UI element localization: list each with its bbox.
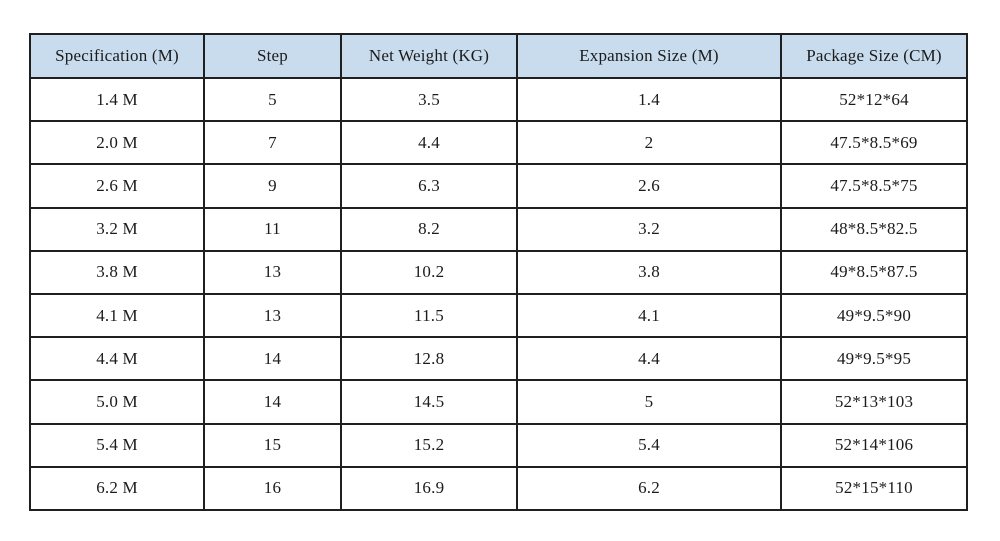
- table-cell: 3.8: [516, 249, 782, 295]
- table-cell: 52*12*64: [780, 76, 968, 123]
- table-cell: 8.2: [340, 206, 518, 252]
- table-row: 1.4 M 5 3.5 1.4 52*12*64: [29, 76, 968, 123]
- table-cell: 5.4: [516, 422, 782, 468]
- table-cell: 5: [203, 76, 342, 123]
- table-cell: 5.4 M: [29, 422, 205, 468]
- table-cell: 6.2: [516, 465, 782, 512]
- table-header: Specification (M) Step Net Weight (KG) E…: [29, 33, 968, 79]
- table-cell: 11: [203, 206, 342, 252]
- table-cell: 4.4: [516, 336, 782, 382]
- table-cell: 15: [203, 422, 342, 468]
- table-cell: 52*13*103: [780, 379, 968, 425]
- table-cell: 2.0 M: [29, 120, 205, 166]
- table-cell: 1.4: [516, 76, 782, 123]
- header-expansion-size: Expansion Size (M): [516, 33, 782, 79]
- table-cell: 3.8 M: [29, 249, 205, 295]
- table-cell: 16: [203, 465, 342, 512]
- table-cell: 10.2: [340, 249, 518, 295]
- table-cell: 4.1: [516, 292, 782, 339]
- table-cell: 49*8.5*87.5: [780, 249, 968, 295]
- table-row: 5.0 M 14 14.5 5 52*13*103: [29, 379, 968, 425]
- table-cell: 14: [203, 336, 342, 382]
- table-cell: 6.3: [340, 163, 518, 209]
- table-cell: 47.5*8.5*75: [780, 163, 968, 209]
- table-cell: 4.4: [340, 120, 518, 166]
- table-cell: 4.1 M: [29, 292, 205, 339]
- table-cell: 15.2: [340, 422, 518, 468]
- table-cell: 11.5: [340, 292, 518, 339]
- header-net-weight: Net Weight (KG): [340, 33, 518, 79]
- table-cell: 16.9: [340, 465, 518, 512]
- table-body: 1.4 M 5 3.5 1.4 52*12*64 2.0 M 7 4.4 2 47.5*8.5*6…: [29, 76, 968, 512]
- table-cell: 4.4 M: [29, 336, 205, 382]
- table-cell: 47.5*8.5*69: [780, 120, 968, 166]
- header-row: Specification (M) Step Net Weight (KG) E…: [29, 33, 968, 79]
- header-step: Step: [203, 33, 342, 79]
- table-cell: 49*9.5*90: [780, 292, 968, 339]
- table-cell: 3.2 M: [29, 206, 205, 252]
- header-specification: Specification (M): [29, 33, 205, 79]
- table-row: 2.6 M 9 6.3 2.6 47.5*8.5*75: [29, 163, 968, 209]
- table-cell: 5.0 M: [29, 379, 205, 425]
- table-row: 3.8 M 13 10.2 3.8 49*8.5*87.5: [29, 249, 968, 295]
- table-cell: 14.5: [340, 379, 518, 425]
- table-cell: 14: [203, 379, 342, 425]
- table-cell: 12.8: [340, 336, 518, 382]
- table-cell: 9: [203, 163, 342, 209]
- table-cell: 13: [203, 249, 342, 295]
- table-row: 3.2 M 11 8.2 3.2 48*8.5*82.5: [29, 206, 968, 252]
- table-cell: 52*15*110: [780, 465, 968, 512]
- table-cell: 13: [203, 292, 342, 339]
- table-cell: 52*14*106: [780, 422, 968, 468]
- table-row: 6.2 M 16 16.9 6.2 52*15*110: [29, 465, 968, 512]
- table-cell: 6.2 M: [29, 465, 205, 512]
- table-cell: 2: [516, 120, 782, 166]
- table-cell: 49*9.5*95: [780, 336, 968, 382]
- specification-table: Specification (M) Step Net Weight (KG) E…: [29, 33, 968, 512]
- header-package-size: Package Size (CM): [780, 33, 968, 79]
- table-row: 4.4 M 14 12.8 4.4 49*9.5*95: [29, 336, 968, 382]
- table-cell: 1.4 M: [29, 76, 205, 123]
- table-row: 5.4 M 15 15.2 5.4 52*14*106: [29, 422, 968, 468]
- table-cell: 7: [203, 120, 342, 166]
- table-row: 2.0 M 7 4.4 2 47.5*8.5*69: [29, 120, 968, 166]
- table-cell: 5: [516, 379, 782, 425]
- table-cell: 3.5: [340, 76, 518, 123]
- table-cell: 2.6: [516, 163, 782, 209]
- table-row: 4.1 M 13 11.5 4.1 49*9.5*90: [29, 292, 968, 339]
- table-cell: 3.2: [516, 206, 782, 252]
- table-cell: 48*8.5*82.5: [780, 206, 968, 252]
- table-cell: 2.6 M: [29, 163, 205, 209]
